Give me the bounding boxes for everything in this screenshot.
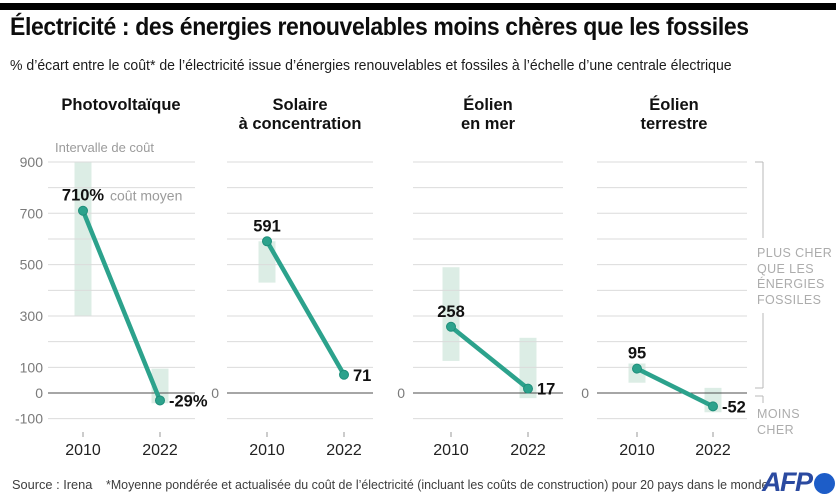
y-tick-label: 100 xyxy=(20,359,44,375)
panel-header-line: en mer xyxy=(460,115,516,133)
panel-header-photovoltaique: Photovoltaïque xyxy=(31,96,211,115)
trend-line xyxy=(80,208,163,403)
y-tick-label: -100 xyxy=(15,411,43,427)
year-label: 2022 xyxy=(142,442,178,459)
trend-line xyxy=(448,324,531,391)
side-label-line: QUE LES xyxy=(757,261,814,276)
year-label: 2010 xyxy=(619,442,655,459)
panel-header-line: Éolien xyxy=(463,96,513,114)
panel-header-line: Éolien xyxy=(649,96,699,114)
y-tick-label: 700 xyxy=(20,205,44,221)
y-tick-label: 300 xyxy=(20,308,44,324)
panel-header-line: à concentration xyxy=(238,115,362,133)
side-label-cheaper: MOINS CHER xyxy=(757,407,835,438)
side-label-line: ÉNERGIES xyxy=(757,277,825,291)
side-label-line: FOSSILES xyxy=(757,292,822,307)
side-label-line: MOINS CHER xyxy=(757,407,800,437)
value-label: 710% xyxy=(62,187,105,205)
year-label: 2022 xyxy=(695,442,731,459)
panel-header-line: Photovoltaïque xyxy=(61,96,181,114)
data-point xyxy=(708,401,718,412)
trend-line xyxy=(634,366,716,409)
source-credit: Source : Irena xyxy=(12,477,93,492)
data-point xyxy=(78,205,88,216)
year-label: 2022 xyxy=(326,442,362,459)
value-label: 95 xyxy=(628,345,646,363)
year-label: 2010 xyxy=(249,442,285,459)
page-subtitle: % d’écart entre le coût* de l’électricit… xyxy=(10,58,732,74)
year-label: 2010 xyxy=(433,442,469,459)
y-tick-label: 0 xyxy=(211,385,219,401)
y-tick-label: 0 xyxy=(581,385,589,401)
page-title: Électricité : des énergies renouvelables… xyxy=(10,13,749,41)
value-label: 71 xyxy=(353,367,371,385)
data-point xyxy=(632,363,642,374)
top-bar xyxy=(0,3,836,10)
value-label: -29% xyxy=(169,392,208,410)
afp-logo: AFP xyxy=(762,467,835,498)
panel-header-eolien-mer: Éolien en mer xyxy=(398,96,578,134)
interval-legend-label: Intervalle de coût xyxy=(55,140,154,155)
value-label: 258 xyxy=(437,303,465,321)
y-tick-label: 0 xyxy=(397,385,405,401)
panel-header-eolien-terrestre: Éolien terrestre xyxy=(584,96,764,134)
y-tick-label: 500 xyxy=(20,257,44,273)
data-point xyxy=(155,395,165,406)
mean-cost-label: coût moyen xyxy=(110,188,182,204)
data-point xyxy=(262,236,272,247)
panel-header-solaire-concentration: Solaire à concentration xyxy=(210,96,390,134)
data-point xyxy=(339,369,349,380)
footnote: *Moyenne pondérée et actualisée du coût … xyxy=(106,477,769,492)
value-label: -52 xyxy=(722,398,746,416)
data-point xyxy=(446,321,456,332)
afp-globe-icon xyxy=(813,473,835,494)
y-tick-label: 0 xyxy=(35,385,43,401)
side-label-more-expensive: PLUS CHER QUE LES ÉNERGIES FOSSILES xyxy=(757,246,835,308)
afp-logo-text: AFP xyxy=(762,467,813,497)
trend-line xyxy=(264,239,347,378)
data-point xyxy=(523,383,533,394)
year-label: 2022 xyxy=(510,442,546,459)
value-label: 17 xyxy=(537,381,555,399)
year-label: 2010 xyxy=(65,442,101,459)
side-label-line: PLUS CHER xyxy=(757,246,833,260)
value-label: 591 xyxy=(253,217,281,235)
panel-header-line: Solaire xyxy=(272,96,328,114)
panel-header-line: terrestre xyxy=(640,115,708,133)
y-tick-label: 900 xyxy=(20,154,44,170)
